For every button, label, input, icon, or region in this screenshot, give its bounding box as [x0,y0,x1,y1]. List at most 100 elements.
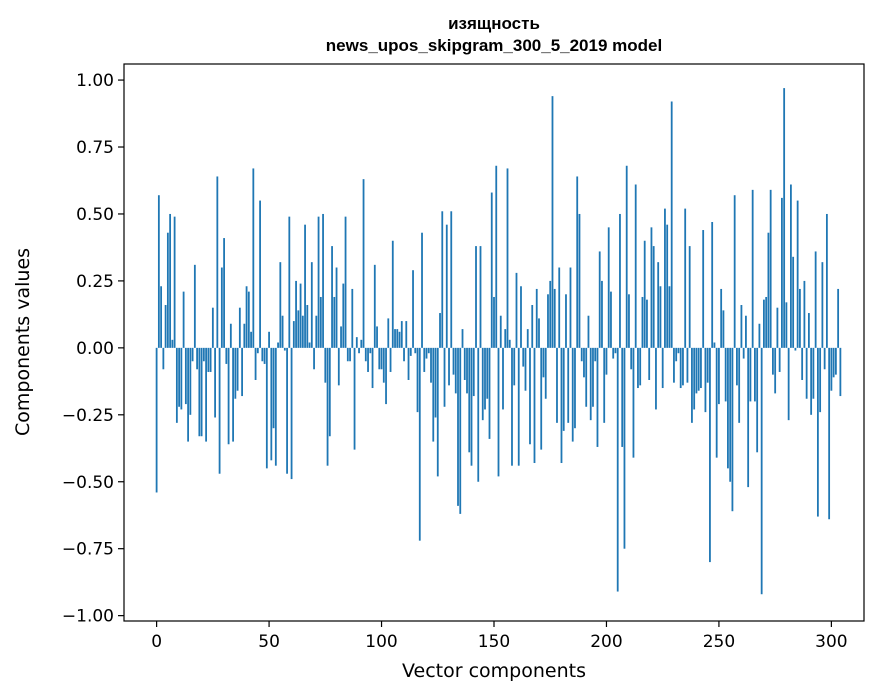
bar [544,347,547,399]
bar [702,230,705,348]
bar [691,347,693,423]
bar [819,347,822,413]
bar [722,310,725,348]
bar [423,347,426,372]
bar [407,347,410,380]
bar [718,347,720,405]
bar [614,347,617,354]
bar [623,347,626,549]
bar [274,347,277,466]
bar [400,321,403,348]
bar [169,213,172,348]
bar [191,347,194,362]
bar [567,347,570,423]
bar [612,347,615,359]
bar [778,347,781,372]
bar [542,347,545,378]
bar [733,195,736,348]
bar [834,347,837,375]
bar [214,347,216,418]
bar [187,347,189,442]
bar [603,347,606,423]
bar [565,294,567,348]
bar [351,288,354,348]
bar [337,347,340,386]
bar [580,347,583,362]
bar [376,326,378,348]
bar [238,307,241,348]
bar [241,347,243,397]
bar [763,299,765,348]
bar [412,270,414,348]
bar [625,165,628,348]
bar [533,347,536,464]
bar [756,347,759,453]
bar [540,347,543,450]
bar [742,347,745,359]
bar [524,347,527,391]
bar [526,329,529,348]
y-tick-label: 0.00 [76,339,114,359]
bar [529,347,531,445]
bar [283,347,286,351]
bar [765,296,768,348]
bar [664,208,666,348]
bar [668,286,671,348]
bar [155,347,158,493]
bar [263,347,266,364]
bar [720,288,723,348]
bar [792,256,795,348]
bar [171,339,174,348]
bar [250,331,252,348]
y-tick-label: −0.75 [62,540,114,560]
bar [387,318,390,348]
bar [205,347,207,442]
bar [661,347,664,389]
bar [281,315,284,348]
bar [659,286,662,348]
bar [317,216,320,348]
bar [799,288,801,348]
bar [772,347,774,375]
bar [490,192,493,348]
bar [265,347,268,469]
bar [700,347,702,389]
bar [430,347,432,383]
bar [450,211,453,348]
bar [751,189,754,348]
bar [308,342,311,348]
bar [488,347,491,439]
bar [810,347,813,415]
bar [166,232,169,348]
y-tick-label: 0.25 [76,272,114,292]
bar [549,280,552,348]
bar [787,347,790,421]
bar [785,302,788,348]
bar [427,347,430,354]
bar [515,272,518,348]
y-tick-label: 0.50 [76,205,114,225]
bar [180,347,183,410]
bar [823,347,826,370]
bar [639,347,642,386]
bar [571,347,574,442]
bar [790,184,792,348]
bar [693,347,696,410]
bar [745,315,747,348]
bar [711,222,714,348]
bar [184,347,187,405]
bar [832,347,835,378]
bar [299,283,302,348]
bars-group [155,88,842,595]
bar [162,347,165,370]
bar [677,347,680,354]
bar [331,246,333,348]
y-tick-label: 0.75 [76,138,114,158]
bar [394,329,396,348]
bar [776,307,779,348]
bar [380,347,383,370]
bar [684,208,687,348]
bar [729,347,732,482]
bar [504,329,507,348]
bar [675,347,678,362]
